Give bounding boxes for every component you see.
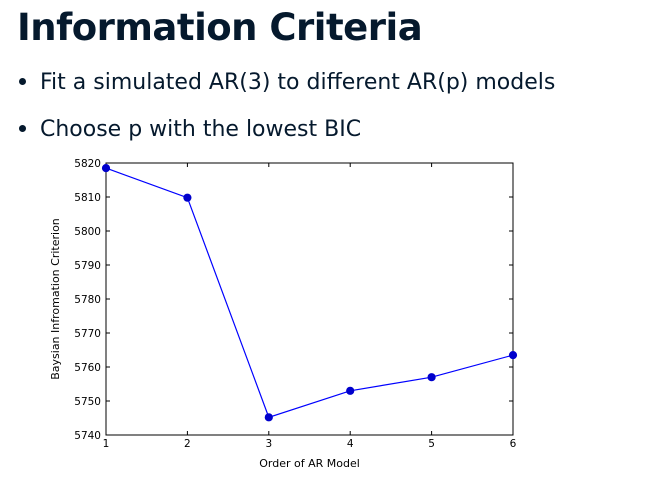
plot-area-frame — [105, 162, 514, 436]
bullet-item: Choose p with the lowest BIC — [19, 117, 361, 142]
bullet-text: Choose p with the lowest BIC — [40, 117, 362, 142]
data-point — [508, 351, 518, 360]
x-tick-label: 4 — [347, 438, 354, 450]
x-tick-label: 1 — [103, 438, 110, 450]
series-line — [105, 167, 514, 419]
data-point — [183, 193, 192, 202]
y-axis-label: Baysian Infromation Criterion — [49, 218, 62, 380]
slide-title: Information Criteria — [17, 6, 423, 49]
bullet-item: Fit a simulated AR(3) to different AR(p)… — [19, 70, 555, 95]
x-tick-label: 5 — [428, 438, 435, 450]
data-point — [427, 373, 436, 382]
y-tick-label: 5800 — [74, 226, 101, 238]
y-tick-label: 5780 — [74, 294, 101, 306]
y-tick-label: 5820 — [74, 158, 101, 170]
bullet-dot-icon — [19, 77, 26, 85]
y-tick-label: 5770 — [74, 328, 101, 340]
x-tick-label: 6 — [510, 438, 517, 450]
x-tick-label: 2 — [184, 438, 191, 450]
bullet-text: Fit a simulated AR(3) to different AR(p)… — [40, 70, 556, 95]
y-tick-label: 5740 — [74, 430, 101, 442]
data-point — [346, 386, 355, 395]
y-tick-label: 5790 — [74, 260, 101, 272]
y-tick-label: 5760 — [74, 362, 101, 374]
data-point — [264, 413, 273, 422]
bullet-dot-icon — [19, 124, 26, 132]
x-tick-label: 3 — [265, 438, 272, 450]
x-axis-label: Order of AR Model — [259, 457, 360, 470]
data-point — [101, 164, 111, 173]
y-tick-label: 5810 — [74, 192, 101, 204]
y-tick-label: 5750 — [74, 396, 101, 408]
